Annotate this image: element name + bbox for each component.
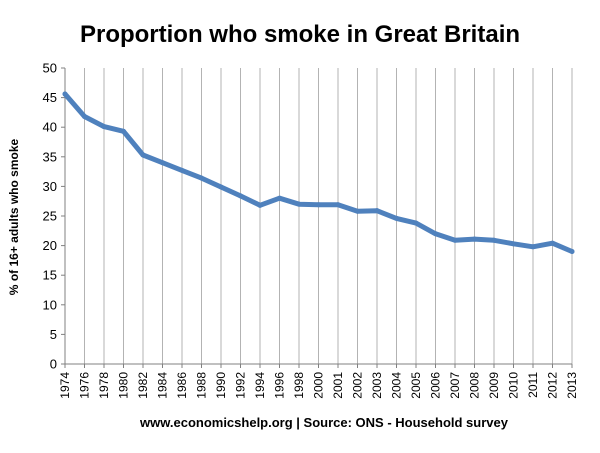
x-tick-label-1996: 1996 [273, 372, 287, 399]
y-tick-label-40: 40 [43, 120, 57, 135]
data-point-2008 [472, 236, 477, 242]
x-tick-label-2013: 2013 [565, 372, 579, 399]
x-tick-label-2007: 2007 [448, 372, 462, 399]
data-point-2012 [550, 240, 555, 246]
data-point-1984 [160, 160, 165, 166]
y-tick-label-30: 30 [43, 179, 57, 194]
x-tick-label-2011: 2011 [526, 372, 540, 398]
data-point-2011 [530, 244, 536, 250]
x-tick-label-2004: 2004 [390, 372, 404, 399]
x-tick-label-2000: 2000 [312, 372, 326, 399]
data-point-1986 [179, 167, 185, 173]
data-point-1992 [238, 193, 243, 199]
data-point-2000 [316, 202, 321, 208]
x-tick-label-1990: 1990 [214, 372, 228, 399]
x-tick-label-1998: 1998 [292, 372, 306, 399]
y-tick-label-15: 15 [43, 268, 57, 283]
y-tick-label-35: 35 [43, 149, 57, 164]
x-tick-label-1978: 1978 [97, 372, 111, 399]
y-tick-label-0: 0 [50, 357, 57, 372]
data-point-1978 [101, 124, 107, 130]
x-tick-label-1982: 1982 [136, 372, 150, 399]
data-point-1998 [296, 201, 302, 207]
data-point-1994 [257, 202, 263, 208]
data-point-2009 [491, 237, 497, 243]
x-tick-label-2008: 2008 [468, 372, 482, 399]
x-tick-label-1994: 1994 [253, 372, 267, 399]
data-point-2001 [335, 202, 341, 208]
x-tick-label-1984: 1984 [156, 372, 170, 399]
source-note: www.economicshelp.org | Source: ONS - Ho… [139, 415, 509, 430]
x-tick-label-1974: 1974 [58, 372, 72, 399]
y-axis-title: % of 16+ adults who smoke [7, 138, 21, 295]
data-point-2005 [413, 220, 419, 226]
y-tick-label-45: 45 [43, 90, 57, 105]
data-point-2013 [569, 249, 575, 255]
data-point-1974 [62, 91, 68, 97]
x-tick-label-1992: 1992 [234, 372, 248, 399]
data-point-1996 [277, 195, 282, 201]
data-point-1988 [199, 175, 204, 181]
series-layer [62, 91, 575, 255]
x-tick-label-1976: 1976 [78, 372, 92, 399]
data-point-2007 [452, 237, 458, 243]
y-tick-label-5: 5 [50, 327, 57, 342]
x-tick-label-2002: 2002 [351, 372, 365, 399]
chart-title: Proportion who smoke in Great Britain [80, 21, 520, 48]
y-tick-label-25: 25 [43, 209, 57, 224]
x-tick-label-2009: 2009 [487, 372, 501, 399]
y-axis-ticks: 0 5 10 15 20 25 30 35 40 45 50 [43, 61, 65, 372]
data-point-1976 [82, 114, 87, 120]
data-point-2002 [355, 208, 360, 214]
x-axis-ticks: 1974 1976 1978 1980 1982 1984 1986 1988 1990 1992… [58, 364, 579, 399]
x-tick-label-1986: 1986 [175, 372, 189, 399]
x-tick-label-1988: 1988 [195, 372, 209, 399]
x-tick-label-2005: 2005 [409, 372, 423, 399]
x-tick-label-2012: 2012 [546, 372, 560, 399]
y-tick-label-50: 50 [43, 61, 57, 76]
data-point-1980 [121, 128, 126, 134]
data-point-2010 [511, 241, 516, 247]
data-point-1982 [140, 152, 146, 158]
data-point-2003 [374, 208, 380, 214]
data-point-1990 [218, 184, 224, 190]
x-tick-label-2003: 2003 [370, 372, 384, 399]
x-tick-label-2010: 2010 [507, 372, 521, 399]
x-tick-label-1980: 1980 [117, 372, 131, 399]
data-point-2004 [394, 215, 399, 221]
x-tick-label-2006: 2006 [429, 372, 443, 399]
y-tick-label-10: 10 [43, 297, 57, 312]
plot-grid [84, 68, 573, 364]
x-tick-label-2001: 2001 [331, 372, 345, 399]
y-tick-label-20: 20 [43, 238, 57, 253]
data-point-2006 [433, 231, 438, 237]
